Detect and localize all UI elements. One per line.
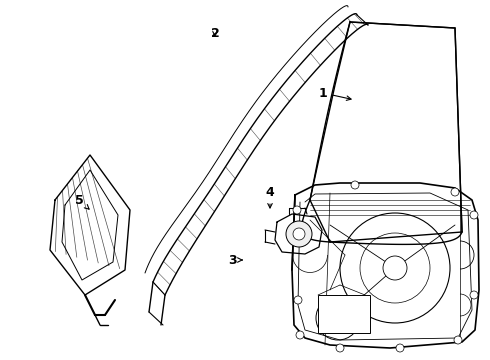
Polygon shape xyxy=(292,183,479,348)
Circle shape xyxy=(294,296,302,304)
Circle shape xyxy=(293,228,305,240)
Polygon shape xyxy=(310,22,462,242)
Text: 2: 2 xyxy=(211,27,220,40)
Circle shape xyxy=(396,344,404,352)
Circle shape xyxy=(296,331,304,339)
Circle shape xyxy=(470,291,478,299)
Bar xyxy=(318,295,370,333)
Text: 1: 1 xyxy=(318,86,351,100)
Polygon shape xyxy=(50,155,130,295)
Text: 3: 3 xyxy=(228,253,242,266)
Circle shape xyxy=(351,181,359,189)
Text: 4: 4 xyxy=(266,185,274,208)
Polygon shape xyxy=(275,214,322,254)
Circle shape xyxy=(454,336,462,344)
Circle shape xyxy=(470,211,478,219)
Circle shape xyxy=(383,256,407,280)
Text: 5: 5 xyxy=(74,194,89,209)
Circle shape xyxy=(286,221,312,247)
Circle shape xyxy=(451,188,459,196)
Circle shape xyxy=(336,344,344,352)
Circle shape xyxy=(293,206,301,214)
